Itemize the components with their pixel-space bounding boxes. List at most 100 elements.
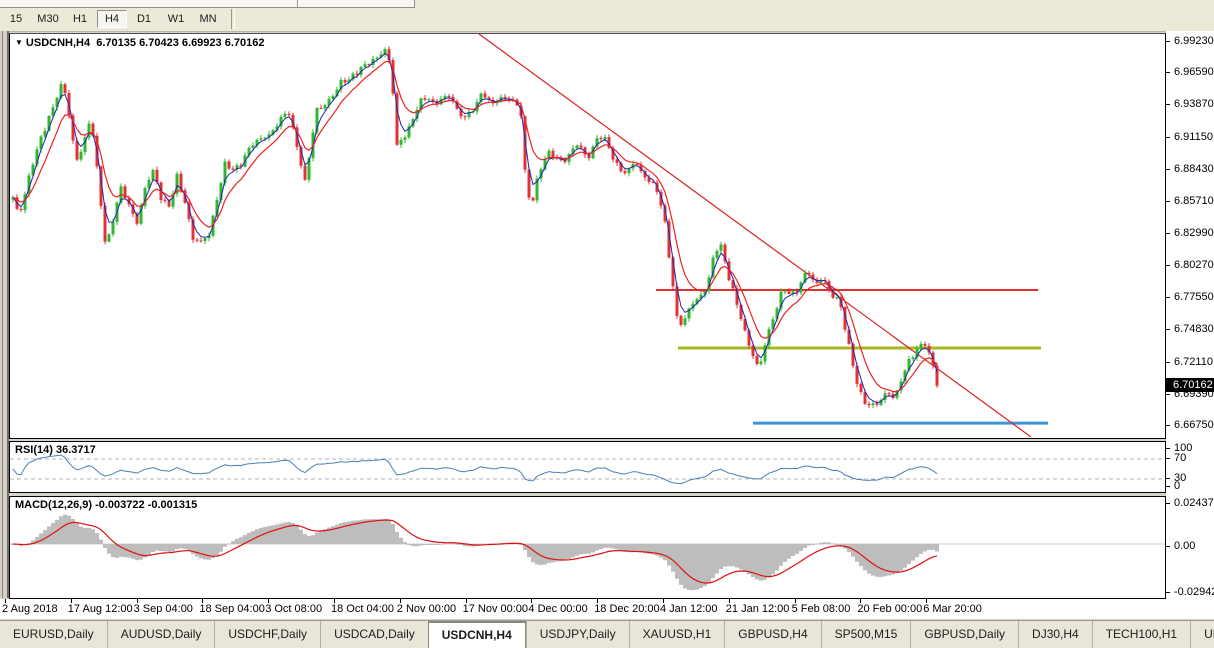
price-axis-label: 6.91150: [1174, 130, 1213, 143]
time-axis-tick: [70, 599, 72, 603]
time-axis-tick: [926, 599, 928, 603]
price-axis-label: 6.77550: [1174, 291, 1214, 304]
chart-tab-sp500-m15[interactable]: SP500,M15: [820, 621, 911, 648]
chart-open-value: 6.70135: [96, 37, 136, 49]
macd-name: MACD(12,26,9): [15, 499, 93, 511]
price-axis-label: 6.88430: [1174, 162, 1214, 175]
price-axis[interactable]: 6.70162 6.99230 6.96590 6.93870 6.91150 6.88…: [1166, 31, 1214, 600]
price-axis-label: 6.93870: [1174, 98, 1214, 111]
cropped-upper-toolbar: [0, 0, 415, 8]
axis-tick: [1166, 478, 1170, 479]
current-price-tag: 6.70162: [1166, 378, 1214, 392]
chart-tab-tech100-h1[interactable]: TECH100,H1: [1091, 621, 1190, 648]
timeframe-mn-button[interactable]: MN: [199, 13, 217, 25]
time-axis-label: 4 Dec 00:00: [528, 603, 588, 615]
rsi-indicator-panel[interactable]: RSI(14) 36.3717: [9, 441, 1166, 493]
time-axis-label: 18 Dec 20:00: [594, 603, 660, 615]
timeframe-m30-button[interactable]: M30: [37, 13, 59, 25]
time-axis-tick: [531, 599, 533, 603]
chart-tab-dj30-h4[interactable]: DJ30,H4: [1018, 621, 1092, 648]
time-axis-tick: [794, 599, 796, 603]
time-axis-label: 4 Jan 12:00: [660, 603, 718, 615]
price-chart-panel[interactable]: ▼ USDCNH,H4 6.70135 6.70423 6.69923 6.701…: [9, 33, 1166, 439]
timeframe-toolbar: 15 M30 H1 H4 D1 W1 MN: [1, 9, 235, 29]
time-axis-tick: [728, 599, 730, 603]
axis-tick: [1166, 168, 1170, 170]
chart-symbol-label: USDCNH,H4: [25, 37, 91, 49]
time-axis-tick: [268, 599, 270, 603]
price-axis-label: 6.74830: [1174, 323, 1214, 336]
macd-chart-canvas[interactable]: [10, 497, 1165, 598]
time-axis-label: 3 Oct 08:00: [265, 603, 323, 615]
macd-signal-value: -0.001315: [147, 499, 198, 511]
time-axis-label: 21 Jan 12:00: [725, 603, 790, 615]
price-axis-label: 70: [1174, 452, 1187, 464]
axis-tick: [1166, 425, 1170, 426]
time-axis-tick: [5, 599, 6, 603]
chart-tab-eurusd-daily[interactable]: EURUSD,Daily: [13, 627, 94, 641]
time-axis[interactable]: 2 Aug 2018 17 Aug 12:00 3 Sep 04:00 18 Sep …: [0, 599, 1214, 619]
time-axis-label: 18 Sep 04:00: [199, 603, 265, 615]
collapse-chart-icon[interactable]: ▼: [15, 38, 23, 47]
time-axis-label: 6 Mar 20:00: [923, 603, 982, 615]
chart-tab-usdcnh-h4[interactable]: USDCNH,H4: [427, 621, 526, 648]
price-chart-canvas[interactable]: [10, 34, 1165, 438]
macd-indicator-panel[interactable]: MACD(12,26,9) -0.003722 -0.001315: [9, 496, 1166, 599]
timeframe-w1-button[interactable]: W1: [167, 13, 185, 25]
time-axis-tick: [663, 599, 664, 603]
price-axis-label: 6.80270: [1174, 259, 1214, 272]
price-axis-label: 6.85710: [1174, 194, 1214, 207]
axis-tick: [1166, 136, 1170, 138]
axis-tick: [1166, 72, 1170, 74]
axis-tick: [1166, 393, 1170, 395]
rsi-label: RSI(14) 36.3717: [15, 444, 96, 456]
chart-tab-bar: EURUSD,Daily AUDUSD,Daily USDCHF,Daily USDC…: [0, 620, 1214, 648]
price-axis-label: 0.00: [1174, 540, 1196, 552]
macd-main-value: -0.003722: [95, 499, 145, 511]
timeframe-h4-button[interactable]: H4: [97, 10, 127, 28]
price-axis-label: 0: [1174, 480, 1181, 492]
time-axis-tick: [202, 599, 204, 603]
chart-tab-audusd-daily[interactable]: AUDUSD,Daily: [106, 621, 215, 648]
chart-close-value: 6.70162: [224, 37, 265, 49]
price-axis-label: 6.96590: [1174, 66, 1214, 79]
price-axis-label: 0.024372: [1174, 497, 1214, 509]
time-axis-label: 2 Aug 2018: [2, 603, 58, 615]
chart-tab-gbpusd-h4[interactable]: GBPUSD,H4: [724, 621, 820, 648]
time-axis-label: 20 Feb 00:00: [857, 603, 923, 615]
chart-tab-usdjpy-daily[interactable]: USDJPY,Daily: [525, 621, 629, 648]
rsi-name: RSI(14): [15, 444, 53, 456]
axis-tick: [1166, 458, 1170, 459]
chart-tab-usdchf-daily[interactable]: USDCHF,Daily: [214, 621, 320, 648]
chart-high-value: 6.70423: [139, 37, 179, 49]
timeframe-m15-button[interactable]: 15: [9, 13, 23, 25]
macd-label: MACD(12,26,9) -0.003722 -0.001315: [15, 499, 197, 511]
time-axis-label: 17 Aug 12:00: [67, 603, 133, 615]
time-axis-tick: [334, 599, 335, 603]
time-axis-tick: [860, 599, 862, 603]
rsi-chart-canvas[interactable]: [10, 442, 1165, 492]
time-axis-tick: [597, 599, 599, 603]
axis-tick: [1166, 41, 1170, 42]
chart-tab-gbpusd-daily[interactable]: GBPUSD,Daily: [910, 621, 1018, 648]
price-axis-label: 6.82990: [1174, 227, 1214, 239]
time-axis-tick: [465, 599, 467, 603]
chart-tab-xauusd-h1[interactable]: XAUUSD,H1: [628, 621, 725, 648]
timeframe-d1-button[interactable]: D1: [136, 13, 152, 25]
window-left-edge: [0, 31, 9, 598]
axis-tick: [1166, 546, 1170, 547]
toolbar-groove: [231, 9, 235, 29]
time-axis-label: 2 Nov 00:00: [396, 603, 457, 615]
axis-tick: [1166, 486, 1170, 487]
axis-tick: [1166, 448, 1170, 449]
axis-tick: [1166, 233, 1170, 234]
price-axis-label: 30: [1174, 472, 1187, 484]
axis-tick: [1166, 104, 1170, 106]
axis-tick: [1166, 503, 1170, 504]
chart-tab-ukc[interactable]: UKC: [1190, 621, 1214, 648]
timeframe-h1-button[interactable]: H1: [72, 13, 88, 25]
axis-tick: [1166, 329, 1170, 331]
axis-tick: [1166, 361, 1170, 363]
chart-tab-usdcad-daily[interactable]: USDCAD,Daily: [320, 621, 428, 648]
